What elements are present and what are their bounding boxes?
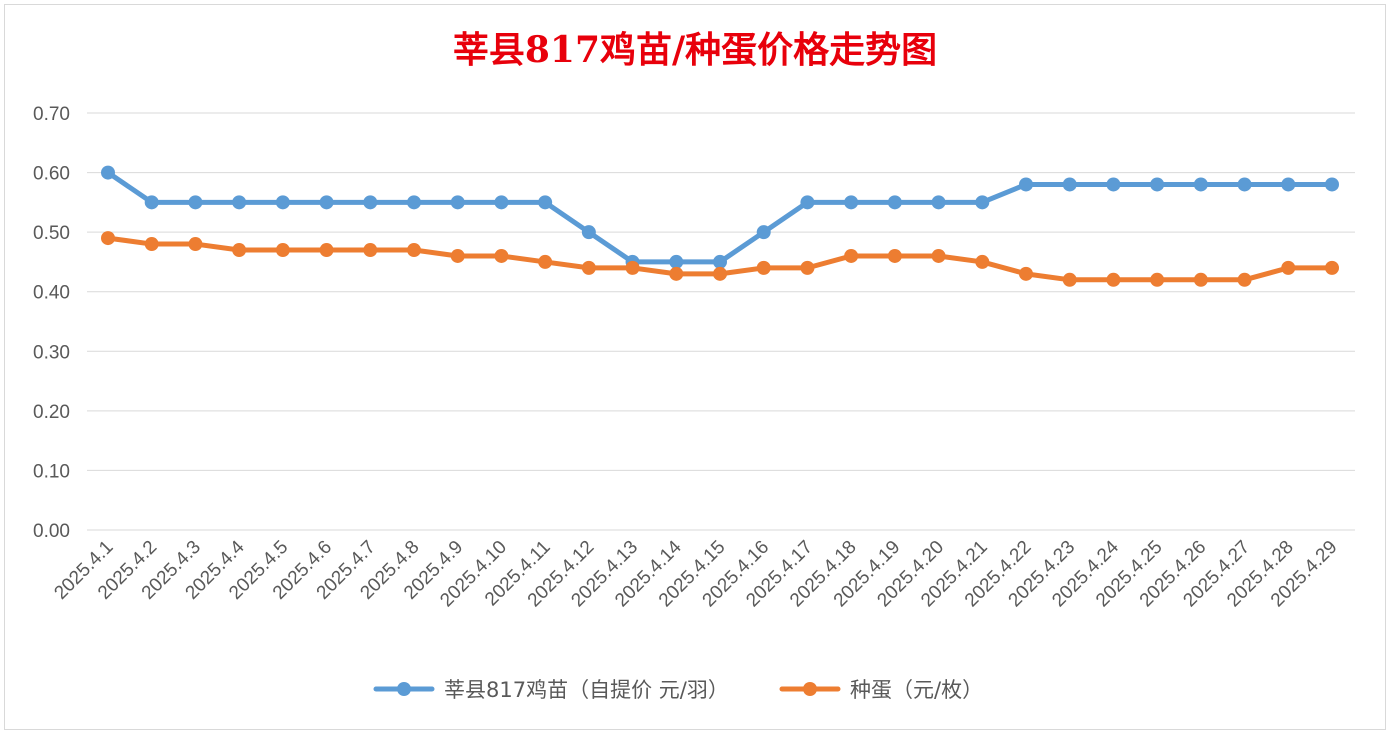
data-point (1237, 272, 1252, 287)
data-point (756, 225, 771, 240)
data-point (319, 195, 334, 210)
data-point (625, 260, 640, 275)
data-point (669, 254, 684, 269)
legend-marker (803, 682, 817, 696)
data-point (975, 195, 990, 210)
data-point (1019, 266, 1033, 281)
data-point (232, 195, 247, 210)
legend-item: 种蛋（元/枚） (779, 678, 983, 702)
data-point (1281, 260, 1296, 275)
data-point (1150, 272, 1165, 287)
legend-item: 莘县817鸡苗（自提价 元/羽） (373, 678, 729, 702)
data-point (538, 195, 553, 210)
data-point (800, 195, 815, 210)
data-point (144, 237, 159, 252)
data-point (1193, 272, 1208, 287)
data-point (1237, 177, 1252, 192)
data-point (450, 195, 465, 210)
gridlines (87, 112, 1355, 531)
data-point (1106, 272, 1121, 287)
data-point (887, 248, 902, 263)
data-point (494, 195, 509, 210)
data-point (800, 260, 815, 275)
data-point (844, 195, 859, 210)
data-point (844, 248, 859, 263)
data-point (1281, 177, 1296, 192)
data-point (1062, 272, 1077, 287)
data-point (275, 195, 290, 210)
data-point (101, 165, 115, 180)
data-point (975, 254, 990, 269)
data-point (188, 237, 203, 252)
data-point (1325, 260, 1339, 275)
y-tick-label: 0.20 (33, 402, 70, 423)
data-point (1062, 177, 1077, 192)
chart-frame (4, 4, 1386, 730)
data-point (101, 231, 115, 246)
data-point (756, 260, 771, 275)
data-point (1193, 177, 1208, 192)
data-point (407, 243, 421, 258)
data-point (363, 243, 378, 258)
data-point (931, 195, 946, 210)
y-tick-label: 0.00 (33, 521, 70, 542)
series-1 (101, 165, 1339, 269)
data-point (538, 254, 553, 269)
series-2 (101, 231, 1339, 287)
y-tick-label: 0.60 (33, 164, 70, 185)
data-point (1106, 177, 1121, 192)
data-point (363, 195, 378, 210)
y-tick-label: 0.70 (33, 104, 70, 125)
y-axis-ticks: 0.00 0.10 0.20 0.30 0.40 0.50 0.60 0.70 (33, 104, 70, 542)
data-point (713, 266, 727, 281)
data-point (1325, 177, 1339, 192)
data-point (275, 243, 290, 258)
y-tick-label: 0.50 (33, 223, 70, 244)
series-layer (101, 165, 1339, 287)
data-point (450, 248, 465, 263)
legend-marker (397, 682, 411, 696)
data-point (581, 225, 596, 240)
data-point (232, 243, 247, 258)
legend-label: 莘县817鸡苗（自提价 元/羽） (444, 678, 729, 702)
x-axis-ticks: 2025.4.12025.4.22025.4.32025.4.42025.4.5… (50, 536, 1341, 611)
chart-title: 莘县817鸡苗/种蛋价格走势图 (453, 29, 937, 71)
y-tick-label: 0.10 (33, 461, 70, 482)
y-tick-label: 0.30 (33, 342, 70, 363)
data-point (319, 243, 334, 258)
data-point (144, 195, 159, 210)
data-point (494, 248, 509, 263)
data-point (887, 195, 902, 210)
data-point (581, 260, 596, 275)
y-tick-label: 0.40 (33, 283, 70, 304)
data-point (1019, 177, 1033, 192)
data-point (407, 195, 421, 210)
legend-label: 种蛋（元/枚） (850, 678, 983, 702)
data-point (188, 195, 203, 210)
data-point (713, 254, 727, 269)
data-point (931, 248, 946, 263)
legend: 莘县817鸡苗（自提价 元/羽） 种蛋（元/枚） (373, 678, 983, 702)
data-point (669, 266, 684, 281)
data-point (1150, 177, 1165, 192)
